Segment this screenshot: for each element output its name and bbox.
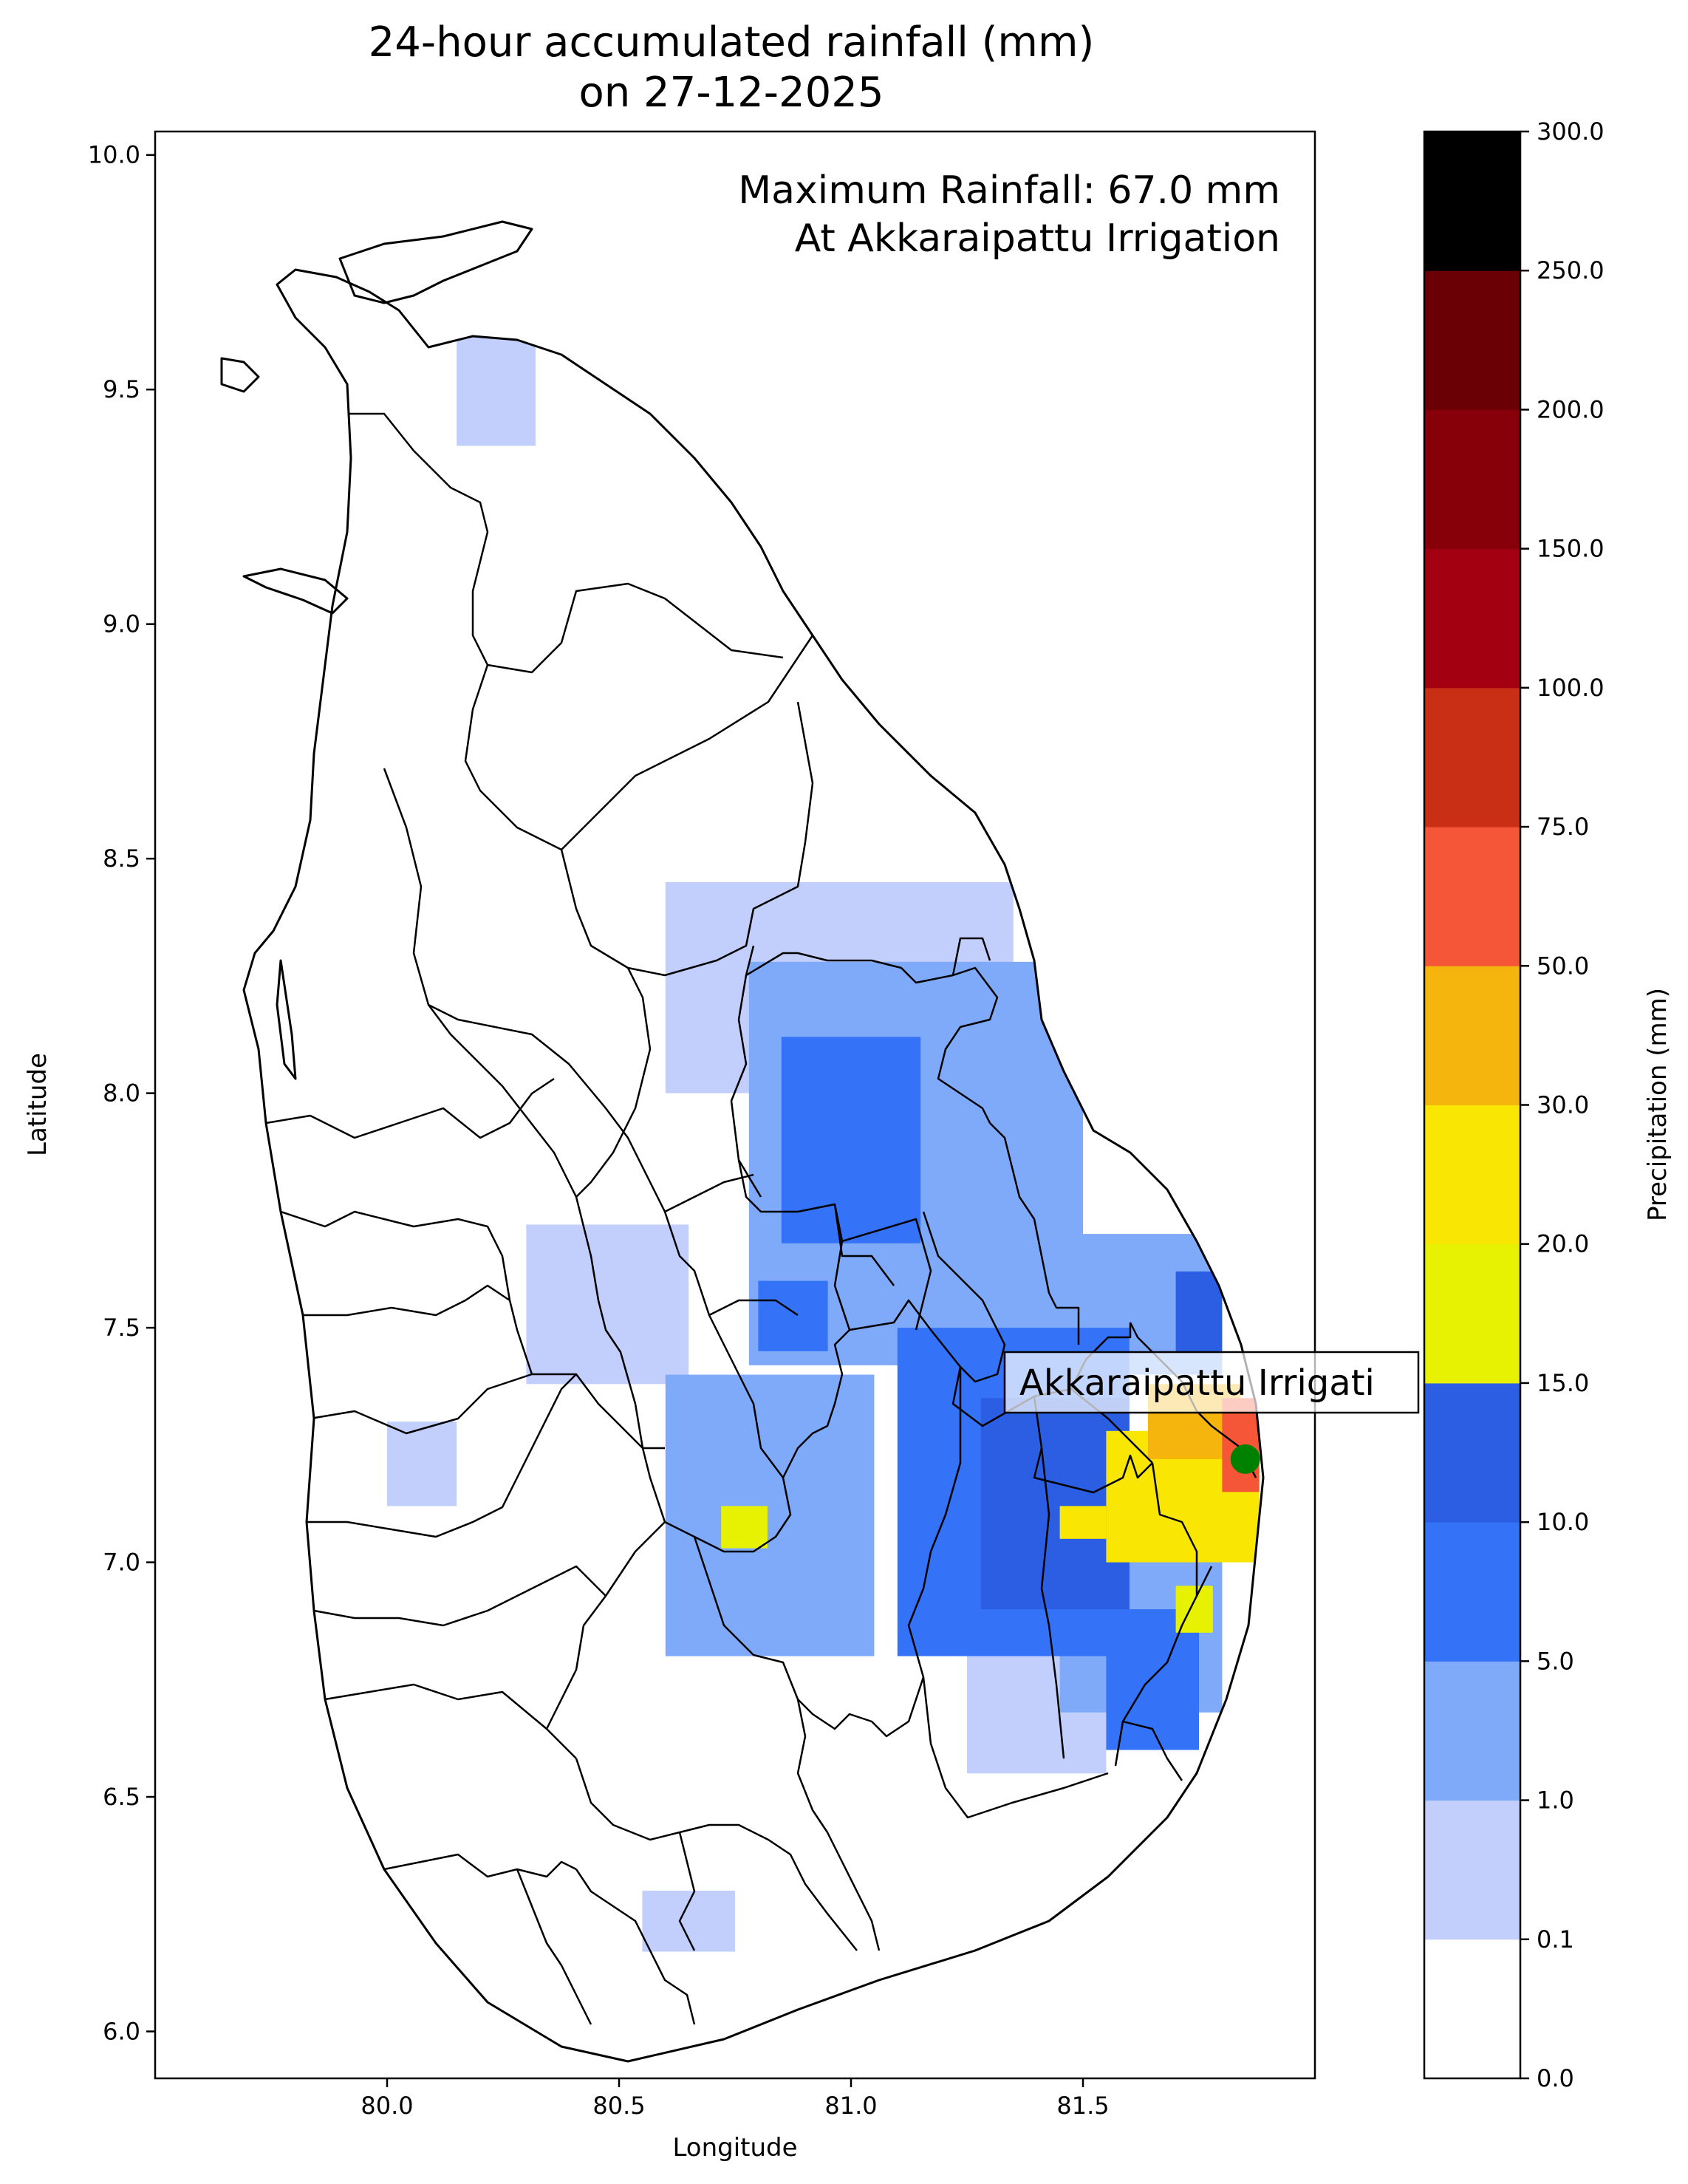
colorbar-tick-label: 150.0 (1537, 535, 1605, 563)
plot-frame (154, 130, 1316, 2080)
colorbar-tick-label: 0.1 (1537, 1925, 1574, 1953)
colorbar-tick-label: 100.0 (1537, 674, 1605, 702)
colorbar-tick-label: 10.0 (1537, 1508, 1589, 1536)
rain-cell-level-1 (387, 1422, 457, 1506)
y-tick-label: 6.5 (103, 1783, 140, 1811)
colorbar-tick-label: 20.0 (1537, 1230, 1589, 1258)
colorbar-segment (1424, 827, 1520, 966)
sri-lanka-coastline (242, 268, 1265, 2063)
colorbar-segment (1424, 1382, 1520, 1523)
x-tick-label: 80.0 (361, 2092, 413, 2120)
rain-cell-level-4 (1175, 1271, 1223, 1351)
colorbar-ticks: 0.0 0.1 1.0 5.0 10.0 15.0 20.0 30.0 50.0 75.0 100.… (1520, 117, 1605, 2092)
max-rainfall-station-text: At Akkaraipattu Irrigation (795, 216, 1280, 261)
district-boundaries (265, 412, 1257, 2025)
rain-cell-level-1 (642, 1891, 735, 1952)
y-axis-ticks: 6.0 6.5 7.0 7.5 8.0 8.5 9.0 9.5 10.0 (88, 141, 155, 2046)
colorbar-tick-label: 5.0 (1537, 1647, 1574, 1675)
colorbar-segment (1424, 1939, 1520, 2079)
coastline-layer (220, 220, 1265, 2063)
rain-cell-level-4 (980, 1398, 1130, 1610)
colorbar-segment (1424, 1243, 1520, 1384)
colorbar-tick-label: 300.0 (1537, 117, 1605, 146)
colorbar-segment (1424, 270, 1520, 410)
station-annotation-box (1003, 1351, 1420, 1414)
colorbar-tick-label: 50.0 (1537, 952, 1589, 980)
chart-title-line2: on 27-12-2025 (578, 69, 884, 117)
rain-cell-level-1 (457, 333, 536, 446)
max-rainfall-text: Maximum Rainfall: 67.0 mm (738, 168, 1280, 213)
rain-cell-level-6 (1059, 1506, 1107, 1539)
northern-island (220, 357, 260, 393)
rain-cell-level-8 (1222, 1398, 1260, 1492)
y-tick-label: 8.5 (103, 844, 140, 873)
y-tick-label: 8.0 (103, 1079, 140, 1108)
colorbar-tick-label: 250.0 (1537, 256, 1605, 284)
colorbar-segment (1424, 966, 1520, 1105)
y-tick-label: 6.0 (103, 2018, 140, 2046)
kalpitiya-lagoon (276, 959, 297, 1080)
colorbar-segment (1424, 409, 1520, 550)
colorbar-tick-label: 0.0 (1537, 2064, 1574, 2092)
x-tick-label: 81.5 (1056, 2092, 1109, 2120)
rain-cell-level-5 (721, 1506, 768, 1549)
colorbar-tick-label: 30.0 (1537, 1091, 1589, 1119)
jaffna-peninsula (338, 220, 533, 304)
plot-area (155, 132, 1315, 2078)
colorbar-segment (1424, 548, 1520, 689)
colorbar-segment (1424, 132, 1520, 271)
colorbar-segment (1424, 687, 1520, 827)
x-tick-label: 81.0 (824, 2092, 877, 2120)
x-tick-label: 80.5 (592, 2092, 645, 2120)
colorbar-tick-label: 75.0 (1537, 813, 1589, 841)
x-axis-label: Longitude (672, 2133, 797, 2163)
chart-title-line1: 24-hour accumulated rainfall (mm) (368, 18, 1095, 66)
colorbar-segment (1424, 1661, 1520, 1801)
y-tick-label: 9.5 (103, 375, 140, 403)
colorbar-segment (1424, 1105, 1520, 1245)
mannar-island (242, 567, 349, 615)
rain-cell-level-1 (526, 1224, 689, 1385)
station-annotation-label: Akkaraipattu Irrigati (1019, 1362, 1375, 1404)
colorbar-tick-label: 15.0 (1537, 1369, 1589, 1397)
colorbar-segment (1424, 1800, 1520, 1940)
colorbar-label: Precipitation (mm) (1643, 988, 1672, 1221)
colorbar-tick-label: 200.0 (1537, 395, 1605, 423)
rain-cell-level-2 (665, 1374, 875, 1656)
station-marker[interactable] (1230, 1444, 1260, 1474)
y-tick-label: 7.5 (103, 1314, 140, 1342)
x-axis-ticks: 80.0 80.5 81.0 81.5 (361, 2078, 1110, 2120)
rain-cell-level-3 (758, 1280, 828, 1351)
colorbar-segment (1424, 1522, 1520, 1662)
rainfall-field-layer (387, 333, 1260, 1952)
y-axis-label: Latitude (23, 1053, 52, 1156)
rain-cell-level-3 (781, 1037, 921, 1243)
y-tick-label: 10.0 (88, 141, 140, 169)
y-tick-label: 7.0 (103, 1549, 140, 1577)
y-tick-label: 9.0 (103, 610, 140, 638)
colorbar (1424, 132, 1520, 2079)
colorbar-tick-label: 1.0 (1537, 1787, 1574, 1815)
